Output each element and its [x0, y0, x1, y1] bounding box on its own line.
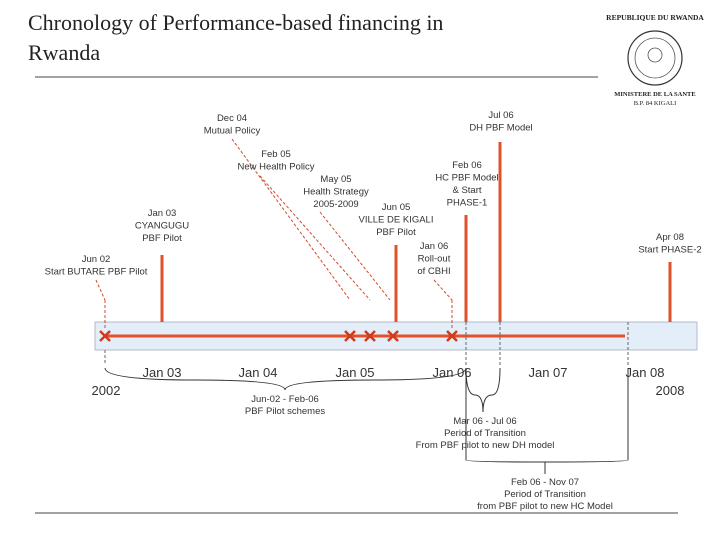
emblem-address: B.P. 84 KIGALI [634, 100, 677, 107]
event-label: CYANGUGU [135, 221, 189, 232]
period-brace [465, 368, 629, 474]
axis-label: Jan 05 [335, 365, 374, 380]
leader [231, 138, 351, 301]
event-label: Mutual Policy [204, 126, 261, 137]
event-label: PBF Pilot [142, 233, 182, 244]
event-marker [446, 330, 458, 342]
axis-label: Jan 03 [142, 365, 181, 380]
period-label: PBF Pilot schemes [245, 406, 325, 417]
event-marker [344, 330, 356, 342]
event-label: Feb 06 [452, 160, 482, 171]
event-label: New Health Policy [237, 162, 314, 173]
event-label: 2005-2009 [313, 199, 358, 210]
event-label: VILLE DE KIGALI [359, 215, 434, 226]
event-label: Roll-out [418, 254, 451, 265]
period-label: Period of Transition [504, 489, 586, 500]
event-label: Apr 08 [656, 232, 684, 243]
period-label: Mar 06 - Jul 06 [453, 416, 516, 427]
emblem [627, 30, 683, 86]
event-label: Start PHASE-2 [638, 245, 701, 256]
event-marker [364, 330, 376, 342]
event-label: HC PBF Model [435, 173, 498, 184]
event-label: Dec 04 [217, 113, 247, 124]
year-label: 2002 [92, 383, 121, 398]
leader [319, 211, 391, 301]
title: Chronology of Performance-based financin… [28, 10, 443, 65]
event-marker [99, 330, 111, 342]
period-label: From PBF pilot to new DH model [416, 440, 555, 451]
period-brace [465, 367, 501, 413]
axis-label: Jan 08 [625, 365, 664, 380]
event-label: Jun 05 [382, 202, 411, 213]
event-label: Health Strategy [303, 187, 369, 198]
emblem [647, 47, 663, 63]
event-label: of CBHI [417, 266, 450, 277]
event-label: Jan 06 [420, 241, 449, 252]
leader [95, 279, 106, 301]
event-label: May 05 [320, 174, 351, 185]
period-label: Jun-02 - Feb-06 [251, 394, 319, 405]
emblem-top: REPUBLIQUE DU RWANDA [606, 13, 704, 22]
emblem-ministry: MINISTERE DE LA SANTE [614, 91, 695, 98]
period-brace [104, 367, 467, 391]
leader [433, 279, 453, 301]
event-label: PHASE-1 [447, 198, 488, 209]
period-label: Period of Transition [444, 428, 526, 439]
period-label: Feb 06 - Nov 07 [511, 477, 579, 488]
axis-label: Jan 06 [432, 365, 471, 380]
axis-label: Jan 07 [528, 365, 567, 380]
event-label: Start BUTARE PBF Pilot [45, 267, 148, 278]
event-marker [387, 330, 399, 342]
event-label: DH PBF Model [469, 123, 532, 134]
emblem [634, 37, 676, 79]
event-label: Jul 06 [488, 110, 513, 121]
event-label: Jun 02 [82, 254, 111, 265]
event-label: Jan 03 [148, 208, 177, 219]
period-label: from PBF pilot to new HC Model [477, 501, 613, 512]
event-label: PBF Pilot [376, 227, 416, 238]
axis-label: Jan 04 [238, 365, 277, 380]
event-label: Feb 05 [261, 149, 291, 160]
leader [259, 175, 371, 301]
labels: Jun 02 Start BUTARE PBF Pilot Jan 03 CYANGU… [45, 110, 702, 512]
event-label: & Start [452, 185, 481, 196]
year-label: 2008 [656, 383, 685, 398]
